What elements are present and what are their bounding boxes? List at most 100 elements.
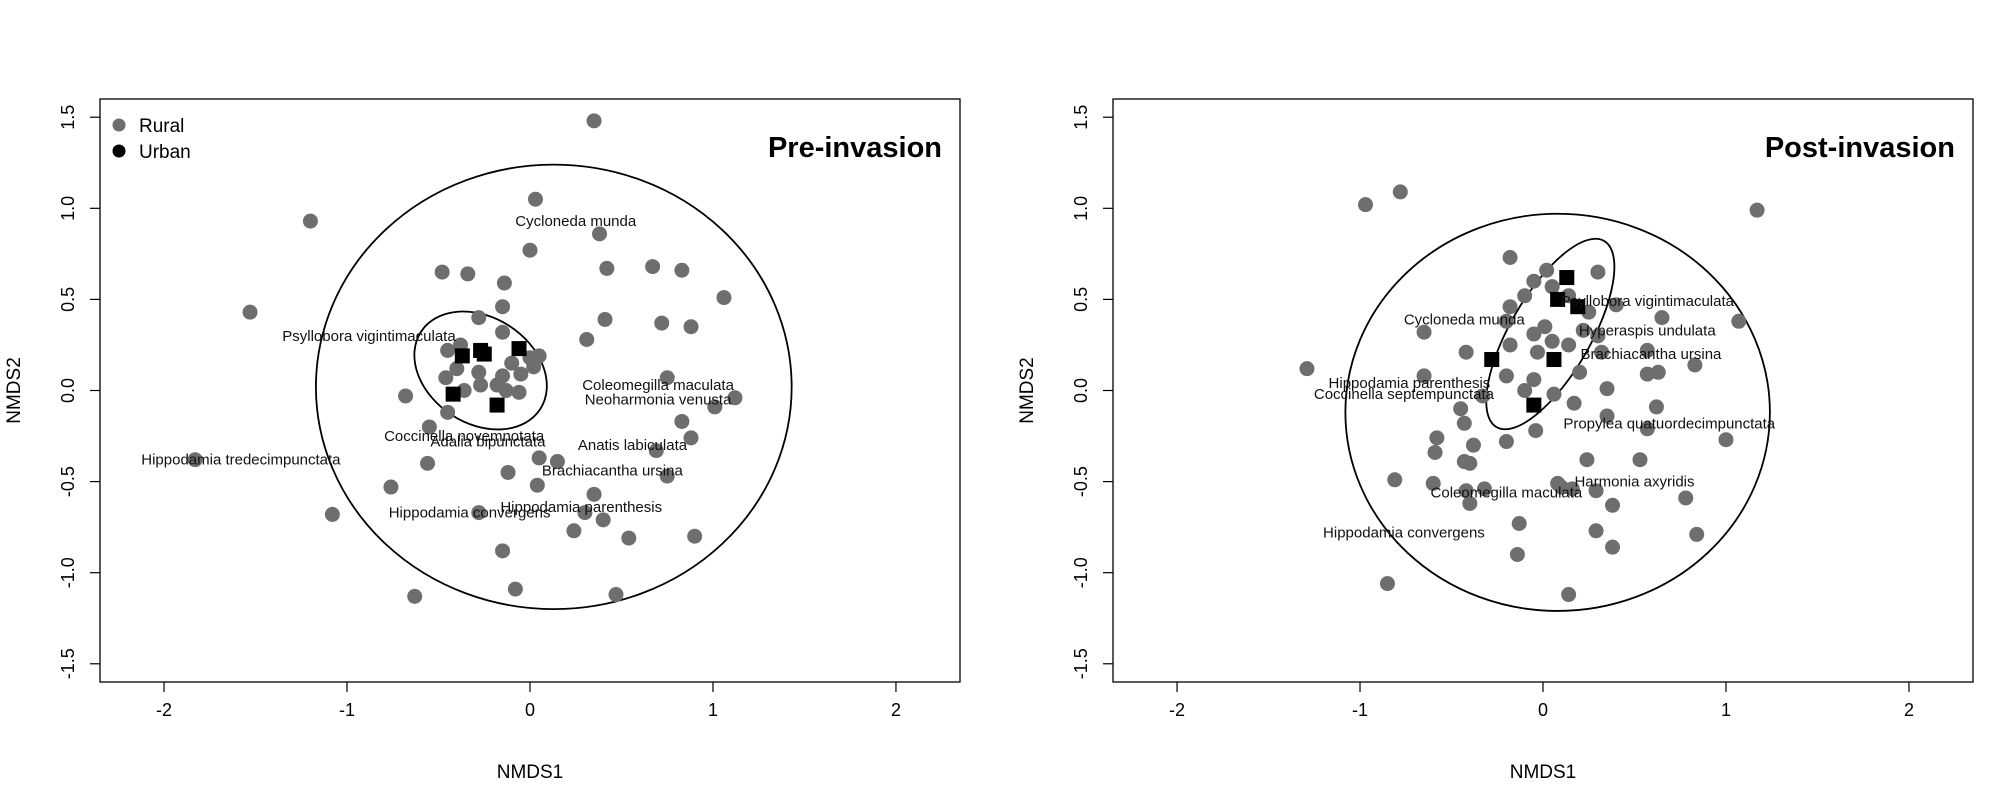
rural-point <box>449 361 465 377</box>
rural-point <box>1579 452 1595 468</box>
species-label: Coccinella septempunctata <box>1314 386 1495 403</box>
species-label: Neoharmonia venusta <box>585 392 732 409</box>
urban-point <box>1550 291 1566 307</box>
urban-point <box>476 346 492 362</box>
rural-point <box>1588 483 1604 499</box>
x-tick-label: -1 <box>339 700 355 720</box>
y-tick-label: 1.5 <box>58 105 78 130</box>
rural-point <box>440 342 456 358</box>
rural-point <box>471 364 487 380</box>
urban-point <box>511 341 527 357</box>
rural-point <box>1561 587 1577 603</box>
x-axis: -2 -1 0 1 2 NMDS1 <box>156 682 901 783</box>
rural-point <box>440 404 456 420</box>
rural-point <box>1509 546 1525 562</box>
rural-point <box>1544 279 1560 295</box>
rural-point <box>187 452 203 468</box>
rural-point <box>1475 388 1491 404</box>
rural-point <box>1539 262 1555 278</box>
rural-point <box>1416 324 1432 340</box>
species-label: Cycloneda munda <box>515 213 637 230</box>
rural-point <box>511 384 527 400</box>
rural-point <box>1639 342 1655 358</box>
species-label: Brachiacantha ursina <box>542 463 684 480</box>
rural-point <box>674 413 690 429</box>
rural-point <box>471 505 487 521</box>
plot-frame <box>1112 98 1974 683</box>
urban-point <box>1559 270 1575 286</box>
rural-point <box>1458 344 1474 360</box>
panel-post-invasion: -2 -1 0 1 2 NMDS1 -1.5 -1.0 -0.5 0.0 0.5 1.0 1.5 NMDS… <box>1017 98 1974 783</box>
confidence-ellipse <box>1344 212 1771 612</box>
urban-point <box>1484 352 1500 368</box>
species-label: Brachiacantha ursina <box>1580 346 1722 363</box>
rural-point <box>1387 472 1403 488</box>
rural-point <box>608 587 624 603</box>
y-tick-label: 1.0 <box>58 196 78 221</box>
rural-point <box>500 464 516 480</box>
x-tick-label: 1 <box>708 700 718 720</box>
rural-point <box>1731 313 1747 329</box>
rural-point <box>595 512 611 528</box>
rural-point <box>1599 408 1615 424</box>
species-label: Hippodamia convergens <box>1323 525 1485 542</box>
x-tick-label: -2 <box>156 700 172 720</box>
rural-point <box>1594 344 1610 360</box>
rural-point <box>1561 337 1577 353</box>
panel-title: Pre-invasion <box>768 132 942 164</box>
legend-urban-marker <box>112 144 126 158</box>
rural-point <box>1590 328 1606 344</box>
rural-point <box>1453 401 1469 417</box>
species-label: Coccinella novemnotata <box>384 428 545 445</box>
rural-point <box>513 366 529 382</box>
rural-point <box>1572 364 1588 380</box>
rural-point <box>586 486 602 502</box>
x-tick-label: 1 <box>1721 700 1731 720</box>
rural-point <box>648 443 664 459</box>
rural-point <box>407 588 423 604</box>
series-rural <box>1299 184 1765 603</box>
y-tick-label: -0.5 <box>58 466 78 497</box>
rural-point <box>495 299 511 315</box>
confidence-ellipse <box>315 163 793 611</box>
panel-pre-invasion: -2 -1 0 1 2 NMDS1 -1.5 -1.0 -0.5 0.0 0.5 1.0 1.5 NMDS… <box>4 98 961 783</box>
y-tick-label: -1.0 <box>58 557 78 588</box>
x-axis: -2 -1 0 1 2 NMDS1 <box>1169 682 1914 783</box>
species-label: Anatis labiculata <box>578 437 688 454</box>
rural-point <box>495 543 511 559</box>
legend-rural-label: Rural <box>139 116 184 137</box>
confidence-ellipse <box>1485 237 1616 431</box>
species-label: Hippodamia parenthesis <box>1329 375 1491 392</box>
legend-rural-marker <box>112 118 126 132</box>
rural-point <box>1608 297 1624 313</box>
rural-point <box>1517 288 1533 304</box>
rural-point <box>687 528 703 544</box>
rural-point <box>302 213 318 229</box>
rural-point <box>1588 523 1604 539</box>
rural-point <box>324 506 340 522</box>
rural-point <box>522 242 538 258</box>
urban-point <box>1570 299 1586 315</box>
rural-point <box>654 315 670 331</box>
rural-point <box>1462 455 1478 471</box>
rural-point <box>529 477 545 493</box>
rural-point <box>438 370 454 386</box>
rural-point <box>531 450 547 466</box>
rural-point <box>586 113 602 129</box>
x-axis-label: NMDS1 <box>1510 762 1577 783</box>
rural-point <box>1648 399 1664 415</box>
rural-point <box>1566 395 1582 411</box>
x-axis-label: NMDS1 <box>497 762 564 783</box>
rural-point <box>398 388 414 404</box>
species-label: Psyllobora vigintimaculata <box>282 328 456 345</box>
rural-point <box>1575 322 1591 338</box>
rural-point <box>727 390 743 406</box>
rural-point <box>1654 310 1670 326</box>
rural-point <box>716 290 732 306</box>
y-tick-label: -1.5 <box>58 648 78 679</box>
species-label: Hippodamia convergens <box>389 505 551 522</box>
legend-urban-label: Urban <box>139 142 191 163</box>
series-rural <box>187 113 743 604</box>
rural-point <box>674 262 690 278</box>
rural-point <box>1526 372 1542 388</box>
